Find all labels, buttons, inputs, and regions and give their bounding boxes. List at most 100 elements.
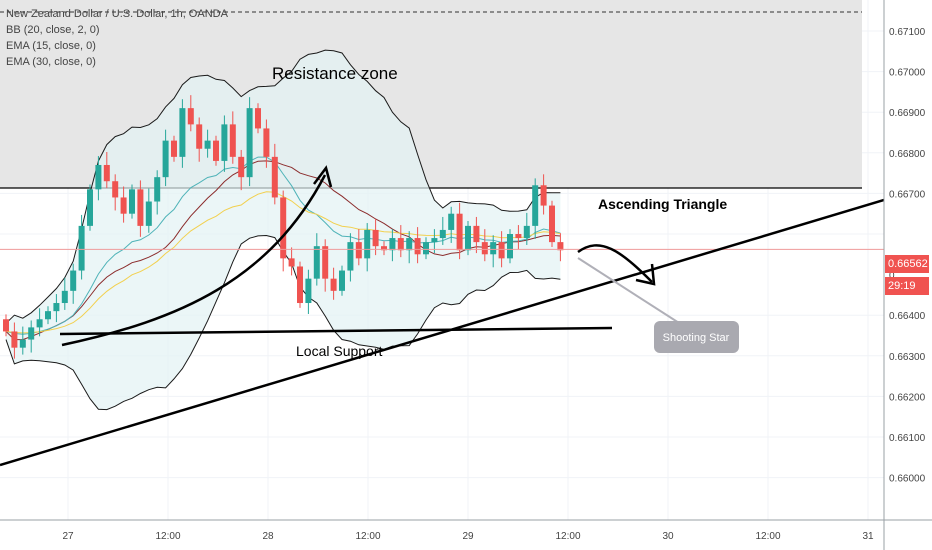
x-tick-label: 12:00: [355, 531, 380, 542]
candle: [162, 129, 169, 187]
candle-body: [305, 278, 312, 304]
y-tick-label: 0.66900: [889, 108, 926, 119]
ascending-trendline: [0, 198, 884, 467]
candle-body: [171, 140, 177, 157]
candle-body: [137, 189, 144, 226]
x-tick-label: 28: [262, 531, 274, 542]
candle-body: [204, 140, 211, 149]
candles: [0, 95, 884, 359]
down-arrow: [577, 244, 653, 283]
candle-body: [87, 189, 93, 226]
candle-body: [389, 238, 396, 251]
bb-legend: BB (20, close, 2, 0): [6, 24, 100, 36]
candle: [557, 233, 564, 262]
resistance-zone-label: Resistance zone: [272, 64, 398, 83]
candle-body: [540, 185, 547, 206]
local-support-label: Local Support: [296, 343, 383, 359]
candle-body: [372, 229, 379, 247]
ascending-triangle-label: Ascending Triangle: [598, 196, 727, 212]
x-tick-label: 27: [62, 531, 74, 542]
candle: [196, 117, 203, 162]
candle: [322, 239, 329, 292]
candle: [154, 170, 161, 215]
candle: [355, 229, 362, 266]
candle: [423, 237, 429, 260]
candle-body: [103, 164, 110, 182]
candle: [238, 149, 245, 191]
candle-body: [53, 303, 60, 312]
candle-body: [339, 270, 345, 291]
candle-body: [196, 124, 203, 149]
candle-body: [515, 234, 522, 239]
candle-body: [297, 266, 303, 304]
candle: [313, 233, 320, 286]
candle: [339, 265, 345, 296]
candle: [414, 227, 421, 264]
candle: [19, 326, 26, 355]
shooting-star-callout[interactable]: Shooting Star: [577, 257, 739, 353]
candle: [87, 184, 93, 231]
candle-body: [381, 246, 387, 251]
candle-body: [162, 140, 169, 178]
candle-body: [187, 108, 194, 125]
candle-body: [439, 229, 446, 239]
candle-body: [347, 242, 354, 271]
candle-body: [19, 339, 26, 348]
candle: [481, 229, 488, 262]
countdown-tag: 29:19: [885, 277, 929, 295]
x-tick-label: 12:00: [155, 531, 180, 542]
candle-body: [3, 319, 9, 332]
candle: [347, 233, 354, 282]
candle-body: [498, 242, 505, 259]
candle-body: [154, 177, 161, 202]
candle: [263, 119, 270, 168]
x-tick-label: 12:00: [555, 531, 580, 542]
candle-body: [465, 225, 471, 251]
candle: [271, 143, 278, 205]
candle: [532, 178, 539, 239]
ema30-legend: EMA (30, close, 0): [6, 56, 96, 68]
candle: [120, 186, 127, 223]
candle-body: [280, 197, 287, 259]
candle: [229, 111, 236, 164]
candle: [112, 174, 119, 211]
ema15-legend: EMA (15, close, 0): [6, 40, 96, 52]
down-arrowhead: [635, 263, 656, 286]
candle-body: [532, 185, 539, 226]
candle: [439, 216, 446, 245]
candle-body: [255, 108, 261, 129]
candle-body: [481, 242, 488, 255]
candle: [397, 225, 404, 258]
candle-body: [271, 156, 278, 198]
candle-body: [288, 258, 295, 267]
candle-body: [112, 181, 119, 198]
candle: [221, 115, 228, 172]
y-tick-label-partial: 0: [889, 271, 895, 282]
candle: [213, 135, 219, 166]
y-tick-label: 0.66700: [889, 189, 926, 200]
candle: [515, 225, 522, 250]
candle-body: [364, 229, 371, 259]
candle-body: [490, 242, 497, 255]
candle-body: [11, 331, 18, 348]
x-tick-label: 30: [662, 531, 674, 542]
drawings: [0, 165, 884, 467]
candle-body: [36, 319, 43, 328]
shooting-star-label: Shooting Star: [663, 332, 730, 344]
y-tick-label: 0.66300: [889, 352, 926, 363]
candle-body: [263, 128, 270, 157]
x-tick-label: 12:00: [755, 531, 780, 542]
x-tick-label: 29: [462, 531, 474, 542]
candle-body: [549, 205, 555, 243]
candle-body: [414, 238, 421, 255]
uptrend-arrowhead: [313, 165, 333, 188]
candle: [288, 247, 295, 276]
candle: [11, 322, 18, 359]
candle: [523, 212, 530, 245]
candle: [305, 269, 312, 314]
candle: [490, 235, 497, 268]
candle-body: [145, 201, 152, 226]
chart-legend: New Zealand Dollar / U.S. Dollar, 1h, OA…: [6, 6, 228, 70]
